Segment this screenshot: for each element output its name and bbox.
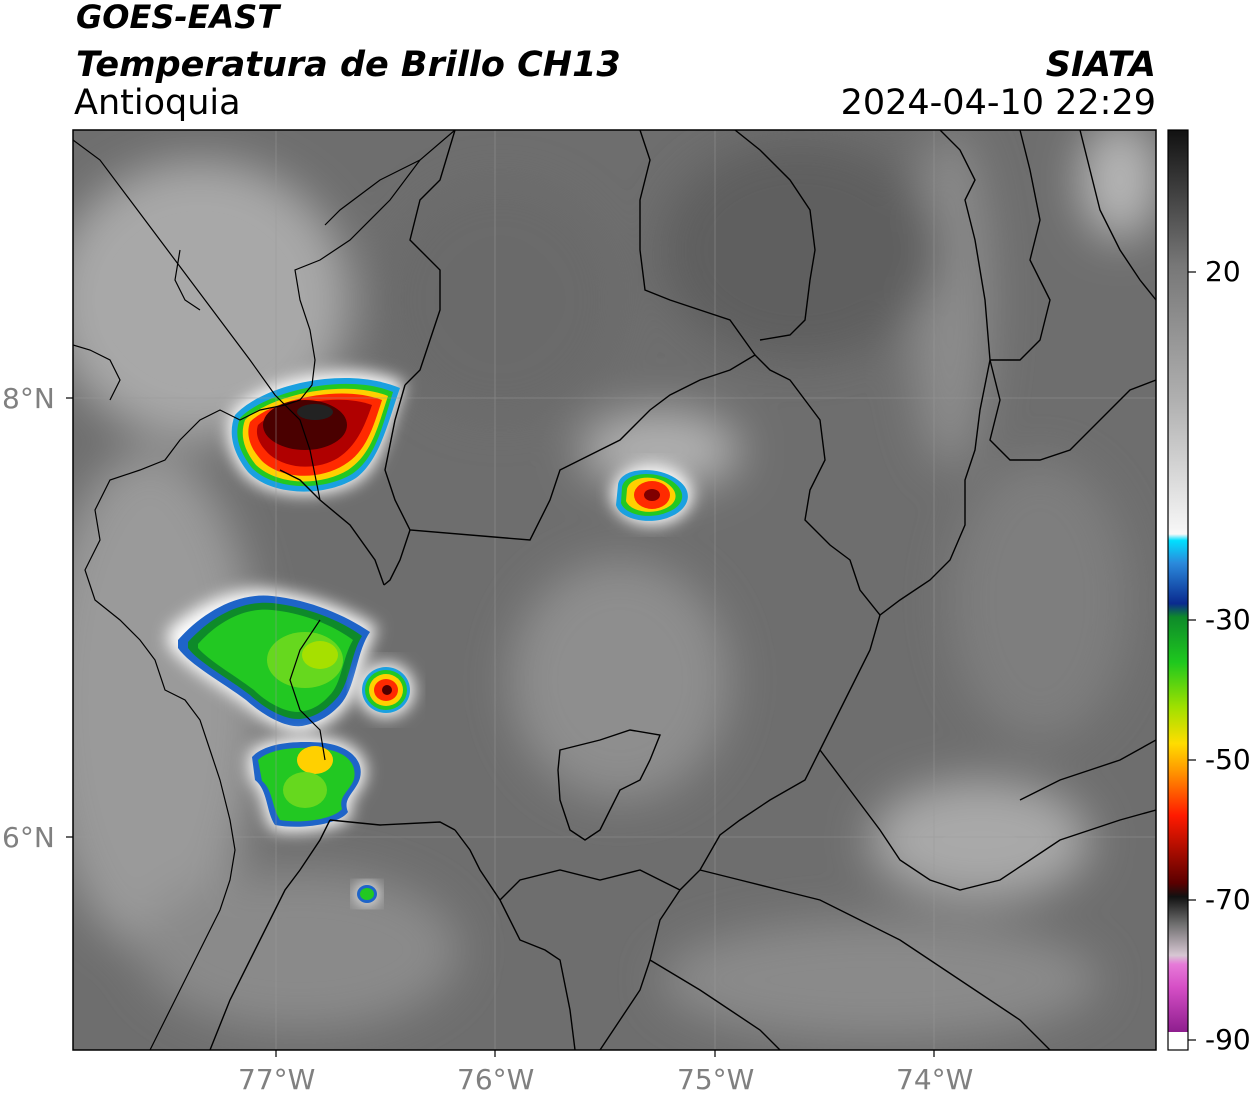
storm-cell-small-red: [358, 663, 414, 717]
title-product: Temperatura de Brillo CH13: [76, 45, 621, 85]
storm-cell-center: [612, 465, 692, 525]
colorbar-tick-label: -50: [1205, 743, 1251, 776]
coastline: [73, 130, 456, 1050]
organization-label: SIATA: [1045, 45, 1156, 85]
region-label: Antioquia: [74, 83, 241, 123]
lon-tick-label: 77°W: [238, 1063, 316, 1096]
colorbar-tick-label: -90: [1205, 1023, 1251, 1056]
storm-cell-south: [248, 737, 366, 833]
map-frame: [72, 129, 1157, 1051]
lon-tick-label: 75°W: [677, 1063, 755, 1096]
storm-cell-west: [168, 589, 378, 733]
lat-tick-label: 6°N: [2, 821, 55, 854]
colorbar-tick-label: -30: [1205, 603, 1251, 636]
colorbar-tick-label: 20: [1205, 255, 1241, 288]
lon-tick-label: 76°W: [457, 1063, 535, 1096]
satellite-image: [73, 130, 1156, 1050]
political-boundaries: [209, 130, 1156, 1050]
graticule: [73, 130, 1156, 1050]
datetime-label: 2024-04-10 22:29: [840, 83, 1156, 123]
axis-ticks: [66, 397, 935, 1057]
storm-cell-tiny: [355, 883, 379, 905]
lat-tick-label: 8°N: [2, 382, 55, 415]
title-satellite: GOES-EAST: [76, 0, 280, 36]
colorbar-tick-label: -70: [1205, 883, 1251, 916]
lon-tick-label: 74°W: [896, 1063, 974, 1096]
colorbar: [1167, 129, 1196, 1051]
